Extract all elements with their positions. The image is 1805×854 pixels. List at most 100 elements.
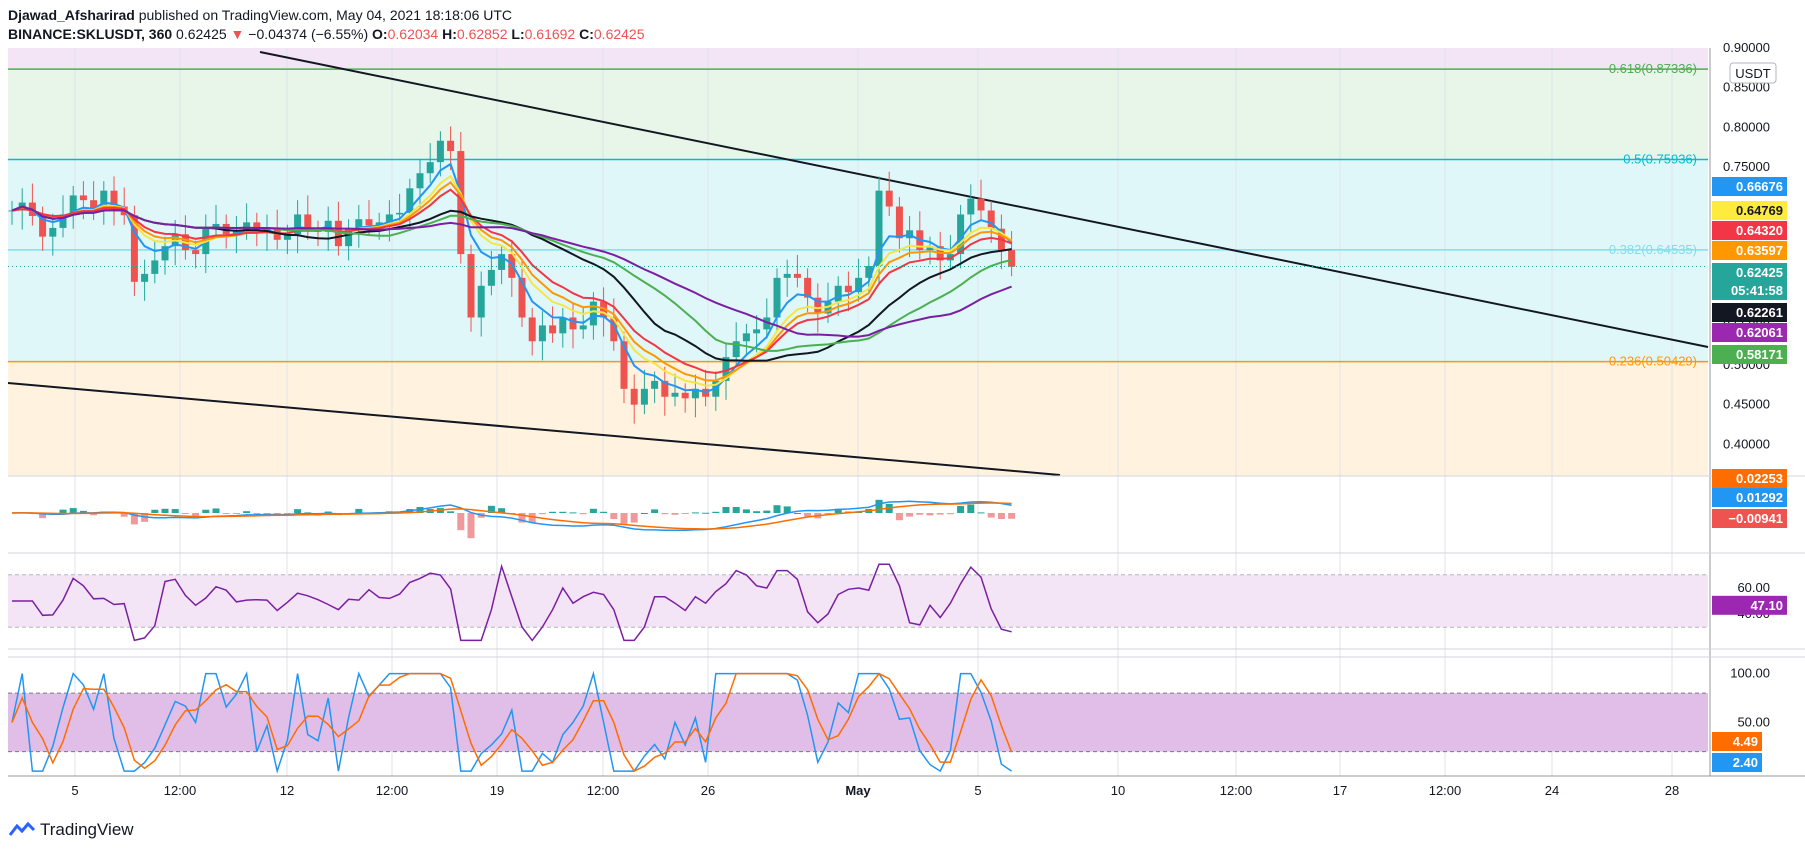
price-badge: [1712, 221, 1787, 240]
candle-body: [8, 210, 16, 212]
candle-body: [671, 392, 679, 397]
macd-histogram-bar: [681, 513, 689, 514]
stoch-k-line: [11, 670, 1013, 774]
macd-histogram-bar: [518, 513, 526, 523]
candle-body: [192, 250, 200, 255]
candle-body: [294, 214, 302, 235]
ma-red-line: [11, 188, 1012, 375]
macd-histogram-bar: [702, 512, 710, 514]
unit-label-box: [1729, 62, 1777, 84]
symbol-label[interactable]: BINANCE:SKLUSDT, 360: [8, 26, 173, 42]
macd-histogram-bar: [895, 513, 903, 521]
candle-body: [967, 198, 975, 215]
chart-header: Djawad_Afsharirad published on TradingVi…: [8, 6, 645, 44]
macd-histogram-bar: [192, 513, 200, 516]
macd-histogram-bar: [232, 513, 240, 514]
candle-body: [232, 230, 240, 235]
candle-body: [508, 254, 516, 278]
macd-histogram-bar: [559, 511, 567, 513]
candle-body: [559, 317, 567, 334]
close-label: C:: [579, 26, 594, 42]
macd-histogram-bar: [355, 508, 363, 513]
low-label: L:: [511, 26, 525, 42]
macd-histogram-bar: [457, 513, 465, 531]
macd-histogram-bar: [926, 513, 934, 516]
candle-body: [69, 195, 77, 215]
rsi-tick-label: 60.00: [1737, 580, 1770, 595]
macd-histogram-bar: [304, 512, 312, 514]
candle-body: [59, 214, 67, 228]
price-tick-label: 0.75000: [1723, 159, 1770, 174]
price-badge: [1712, 263, 1787, 282]
macd-histogram-bar: [610, 513, 618, 519]
candle-body: [365, 219, 373, 226]
stoch-badge: [1712, 732, 1762, 751]
macd-histogram-bar: [171, 509, 179, 513]
macd-histogram-bar: [69, 508, 77, 513]
stoch-tick-label: 50.00: [1737, 714, 1770, 729]
time-tick-label: 5: [71, 783, 78, 798]
candle-body: [416, 173, 424, 189]
candle-body: [875, 190, 883, 266]
candle-body: [742, 333, 750, 342]
candle-body: [406, 188, 414, 213]
macd-histogram-bar: [742, 509, 750, 513]
brand-name[interactable]: TradingView: [40, 820, 134, 839]
candle-body: [844, 285, 852, 293]
macd-histogram-bar: [773, 505, 781, 513]
open-value: 0.62034: [387, 26, 439, 42]
candle-body: [518, 277, 526, 318]
candle-body: [895, 206, 903, 239]
time-tick-label: 28: [1665, 783, 1679, 798]
candle-body: [987, 210, 995, 229]
candle-body: [110, 190, 118, 207]
macd-histogram-bar: [967, 504, 975, 513]
candle-body: [732, 341, 740, 358]
publish-info: published on TradingView.com, May 04, 20…: [138, 7, 513, 23]
candle-body: [467, 254, 475, 318]
author-name[interactable]: Djawad_Afsharirad: [8, 7, 135, 23]
candle-body: [100, 190, 108, 211]
macd-histogram-bar: [640, 513, 648, 514]
stoch-badge-label: 2.40: [1733, 755, 1758, 770]
publish-line: Djawad_Afsharirad published on TradingVi…: [8, 6, 645, 25]
macd-histogram-bar: [906, 513, 914, 517]
candle-body: [957, 214, 965, 255]
price-badge: [1712, 201, 1787, 220]
tradingview-logo-icon: [8, 821, 36, 836]
macd-histogram-bar: [977, 512, 985, 514]
ma-orange-line: [11, 181, 1013, 382]
candle-body: [39, 216, 47, 237]
rsi-badge-label: 47.10: [1750, 598, 1783, 613]
fib-label-0: 0.618(0.87336): [1609, 61, 1697, 76]
candle-body: [1008, 250, 1016, 267]
time-tick-label: 17: [1333, 783, 1347, 798]
fib-label-2: 0.382(0.64535): [1609, 242, 1697, 257]
high-value: 0.62852: [456, 26, 508, 42]
candle-body: [161, 246, 169, 261]
change-arrow-icon: ▼: [230, 26, 245, 42]
candle-body: [722, 357, 730, 381]
macd-badge: [1712, 469, 1787, 488]
macd-histogram-bar: [467, 513, 475, 539]
candle-body: [753, 329, 761, 334]
macd-histogram-bar: [1008, 513, 1016, 519]
macd-histogram-bar: [722, 507, 730, 513]
macd-badge-label: 0.02253: [1736, 471, 1783, 486]
candle-body: [283, 234, 291, 240]
macd-histogram-bar: [528, 513, 536, 523]
rsi-badge: [1712, 595, 1787, 615]
candle-body: [141, 273, 149, 282]
macd-histogram-bar: [549, 511, 557, 513]
close-value: 0.62425: [593, 26, 645, 42]
candle-body: [396, 212, 404, 215]
price-badge-label: 0.64320: [1736, 223, 1783, 238]
candle-body: [79, 195, 87, 201]
price-change: −0.04374 (−6.55%): [248, 26, 369, 42]
macd-histogram-bar: [243, 511, 251, 513]
candle-body: [90, 200, 98, 211]
candle-body: [528, 317, 536, 342]
rsi-band: [8, 574, 1708, 628]
fib-label-3: 0.236(0.50429): [1609, 354, 1697, 369]
